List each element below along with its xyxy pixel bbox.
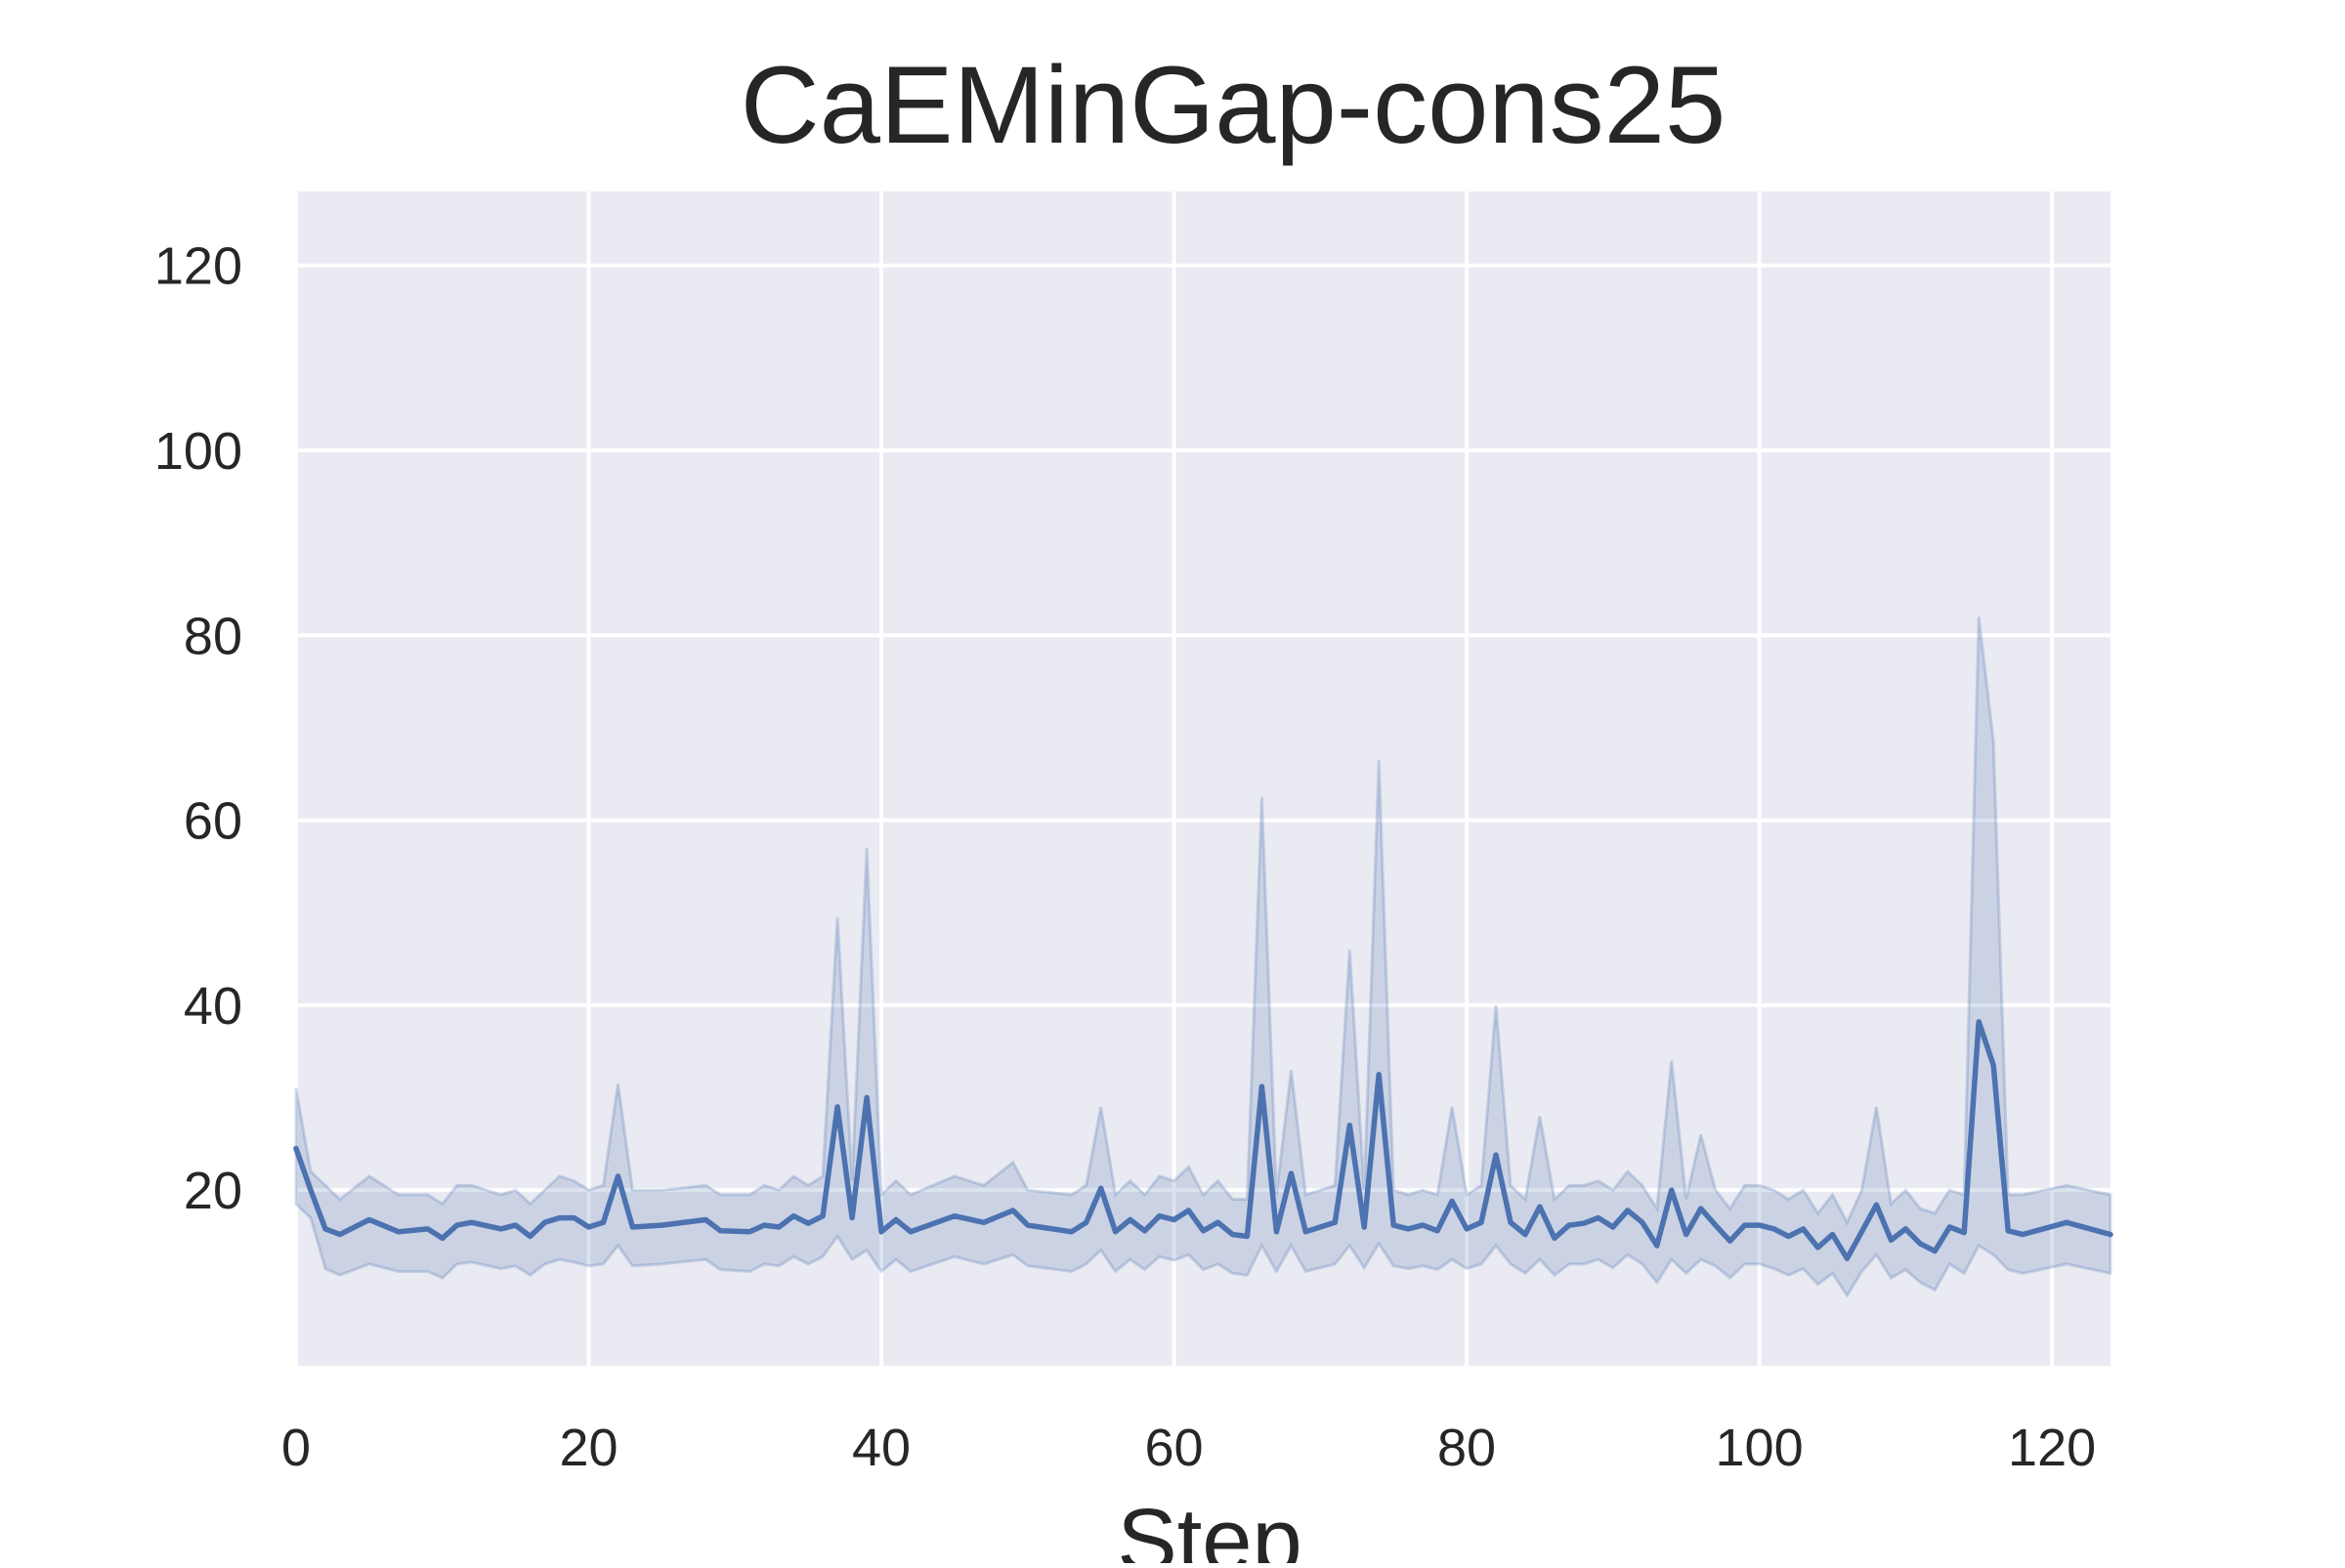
x-tick-label: 40: [852, 1419, 911, 1477]
x-tick-label: 60: [1145, 1419, 1204, 1477]
series-line: [293, 1019, 2113, 1261]
x-axis-label: Step: [1117, 1491, 1301, 1563]
chart-title: CaEMinGap-cons25: [741, 44, 1727, 166]
y-tick-label: 20: [184, 1162, 242, 1220]
y-tick-label: 100: [154, 422, 242, 481]
y-tick-label: 40: [184, 977, 242, 1036]
x-tick-label: 80: [1437, 1419, 1496, 1477]
plot-background: [296, 191, 2110, 1366]
confidence-band: [294, 616, 2112, 1298]
y-tick-label: 60: [184, 792, 242, 851]
y-tick-label: 120: [154, 237, 242, 296]
y-tick-label: 80: [184, 607, 242, 665]
x-tick-label: 100: [1716, 1419, 1804, 1477]
x-tick-label: 20: [559, 1419, 618, 1477]
x-tick-label: 0: [281, 1419, 311, 1477]
x-tick-label: 120: [2008, 1419, 2096, 1477]
